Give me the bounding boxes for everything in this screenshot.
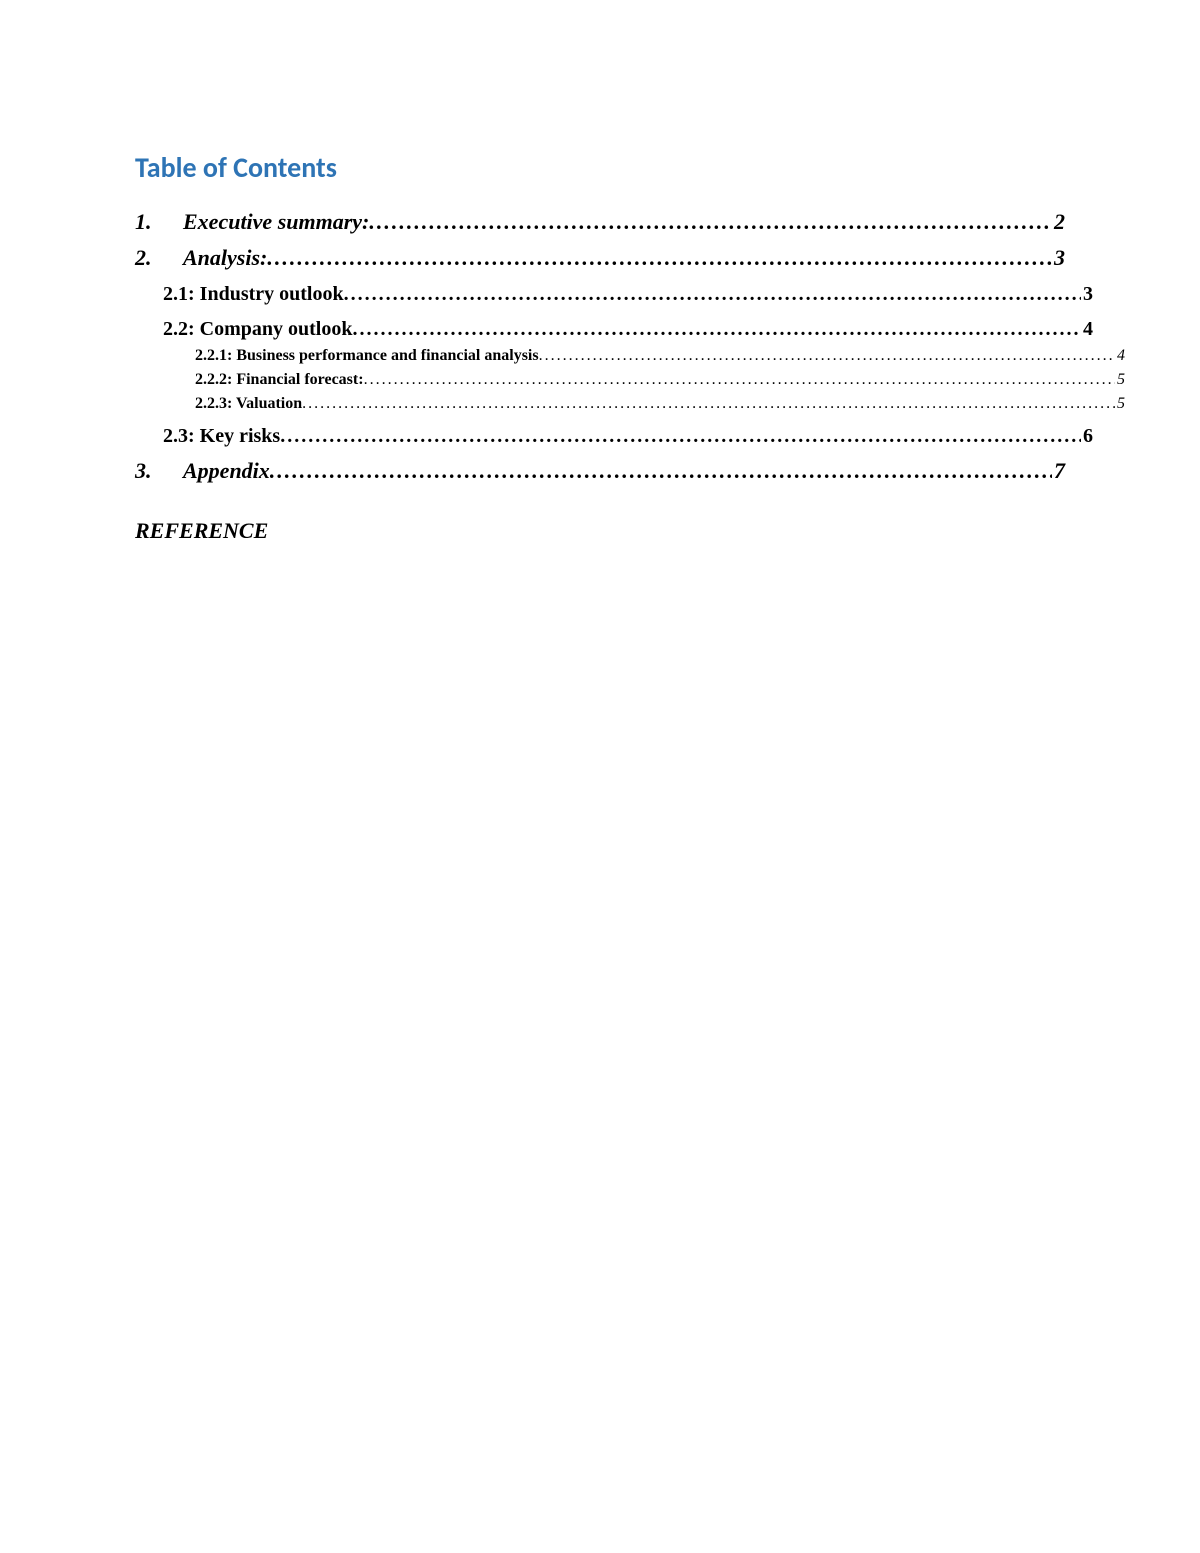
toc-page: 6: [1081, 425, 1093, 448]
toc-entry-analysis: 2. Analysis: 3: [135, 245, 1065, 271]
toc-label: Analysis:: [183, 245, 267, 271]
toc-page: 5: [1115, 395, 1125, 413]
toc-entry-industry-outlook: 2.1: Industry outlook 3: [135, 283, 1093, 306]
toc-page: 5: [1115, 371, 1125, 389]
toc-leader: [369, 209, 1052, 235]
toc-entry-executive-summary: 1. Executive summary: 2: [135, 209, 1065, 235]
toc-page: 7: [1052, 458, 1065, 484]
toc-label: 2.3: Key risks: [163, 425, 280, 448]
toc-page: 4: [1115, 347, 1125, 365]
toc-leader: [302, 395, 1115, 413]
toc-entry-key-risks: 2.3: Key risks 6: [135, 425, 1093, 448]
toc-page: 3: [1081, 283, 1093, 306]
reference-heading: REFERENCE: [135, 518, 1065, 544]
toc-number: 1.: [135, 209, 183, 235]
toc-label: 2.2: Company outlook: [163, 318, 352, 341]
toc-label: 2.2.3: Valuation: [195, 395, 302, 413]
toc-entry-business-performance: 2.2.1: Business performance and financia…: [135, 347, 1125, 365]
toc-label: Appendix: [183, 458, 270, 484]
table-of-contents: 1. Executive summary: 2 2. Analysis: 3 2…: [135, 209, 1065, 484]
toc-leader: [364, 371, 1115, 389]
toc-entry-company-outlook: 2.2: Company outlook 4: [135, 318, 1093, 341]
toc-leader: [267, 245, 1052, 271]
toc-page: 3: [1052, 245, 1065, 271]
toc-leader: [270, 458, 1052, 484]
toc-entry-financial-forecast: 2.2.2: Financial forecast: 5: [135, 371, 1125, 389]
document-page: Table of Contents 1. Executive summary: …: [0, 0, 1200, 1553]
toc-label: 2.2.2: Financial forecast:: [195, 371, 364, 389]
toc-label: 2.1: Industry outlook: [163, 283, 344, 306]
toc-leader: [539, 347, 1115, 365]
toc-leader: [344, 283, 1081, 306]
toc-label: Executive summary:: [183, 209, 369, 235]
toc-leader: [352, 318, 1081, 341]
toc-entry-appendix: 3. Appendix 7: [135, 458, 1065, 484]
toc-number: 2.: [135, 245, 183, 271]
toc-entry-valuation: 2.2.3: Valuation 5: [135, 395, 1125, 413]
toc-page: 2: [1052, 209, 1065, 235]
toc-leader: [280, 425, 1081, 448]
toc-page: 4: [1081, 318, 1093, 341]
toc-label: 2.2.1: Business performance and financia…: [195, 347, 539, 365]
toc-title: Table of Contents: [135, 150, 1065, 185]
toc-number: 3.: [135, 458, 183, 484]
